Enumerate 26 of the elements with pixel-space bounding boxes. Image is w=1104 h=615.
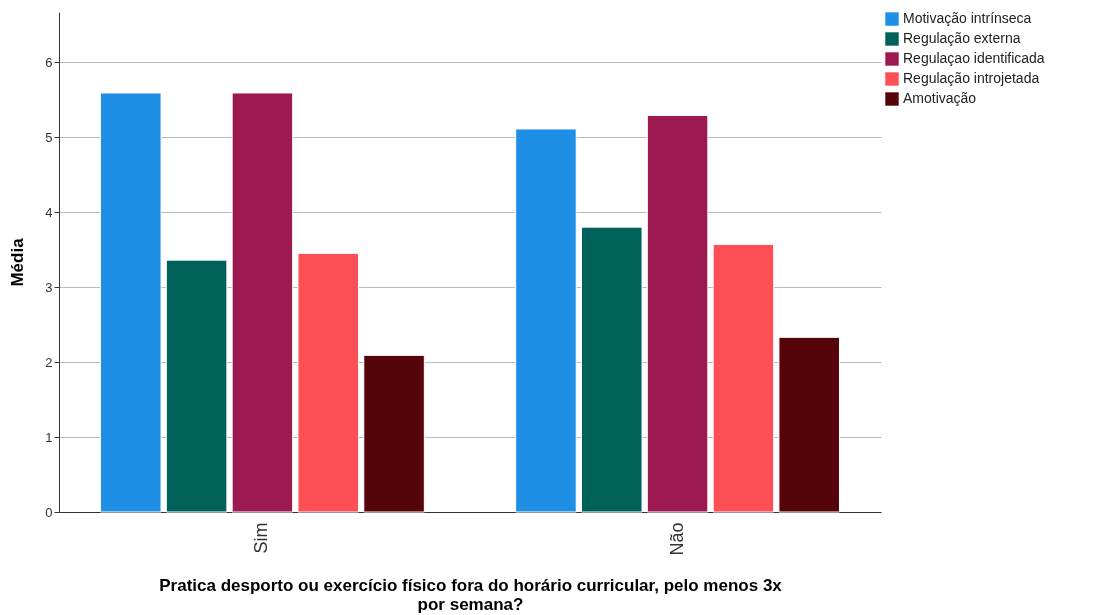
x-axis-title: Pratica desporto ou exercício físico fora do horário curricular, pelo menos 3x por semana? xyxy=(159,575,783,614)
bar xyxy=(515,128,577,513)
y-tick-label: 5 xyxy=(45,129,53,145)
y-tick-label: 6 xyxy=(45,54,53,70)
bar xyxy=(712,243,775,513)
y-tick-label: 1 xyxy=(45,429,53,445)
x-tick-label: Sim xyxy=(251,522,272,554)
legend-label: Amotivação xyxy=(903,90,977,106)
y-tick-label: 4 xyxy=(45,204,53,220)
legend-label: Motivação intrínseca xyxy=(903,10,1032,26)
bar xyxy=(363,354,425,513)
legend-label: Regulação externa xyxy=(903,30,1021,46)
y-tick-label: 2 xyxy=(45,354,53,370)
x-tick-label: Não xyxy=(666,522,687,556)
legend-label: Regulaçao identificada xyxy=(903,50,1045,66)
y-tick-label: 0 xyxy=(45,504,53,520)
y-axis-title: Média xyxy=(8,237,28,287)
bar xyxy=(778,336,840,513)
y-tick-label: 3 xyxy=(45,279,53,295)
bar xyxy=(231,92,294,513)
bar xyxy=(165,259,228,513)
bar xyxy=(580,226,643,513)
legend-label: Regulação introjetada xyxy=(903,70,1040,86)
bar xyxy=(297,252,360,513)
bar xyxy=(646,114,709,513)
bar xyxy=(100,92,162,513)
